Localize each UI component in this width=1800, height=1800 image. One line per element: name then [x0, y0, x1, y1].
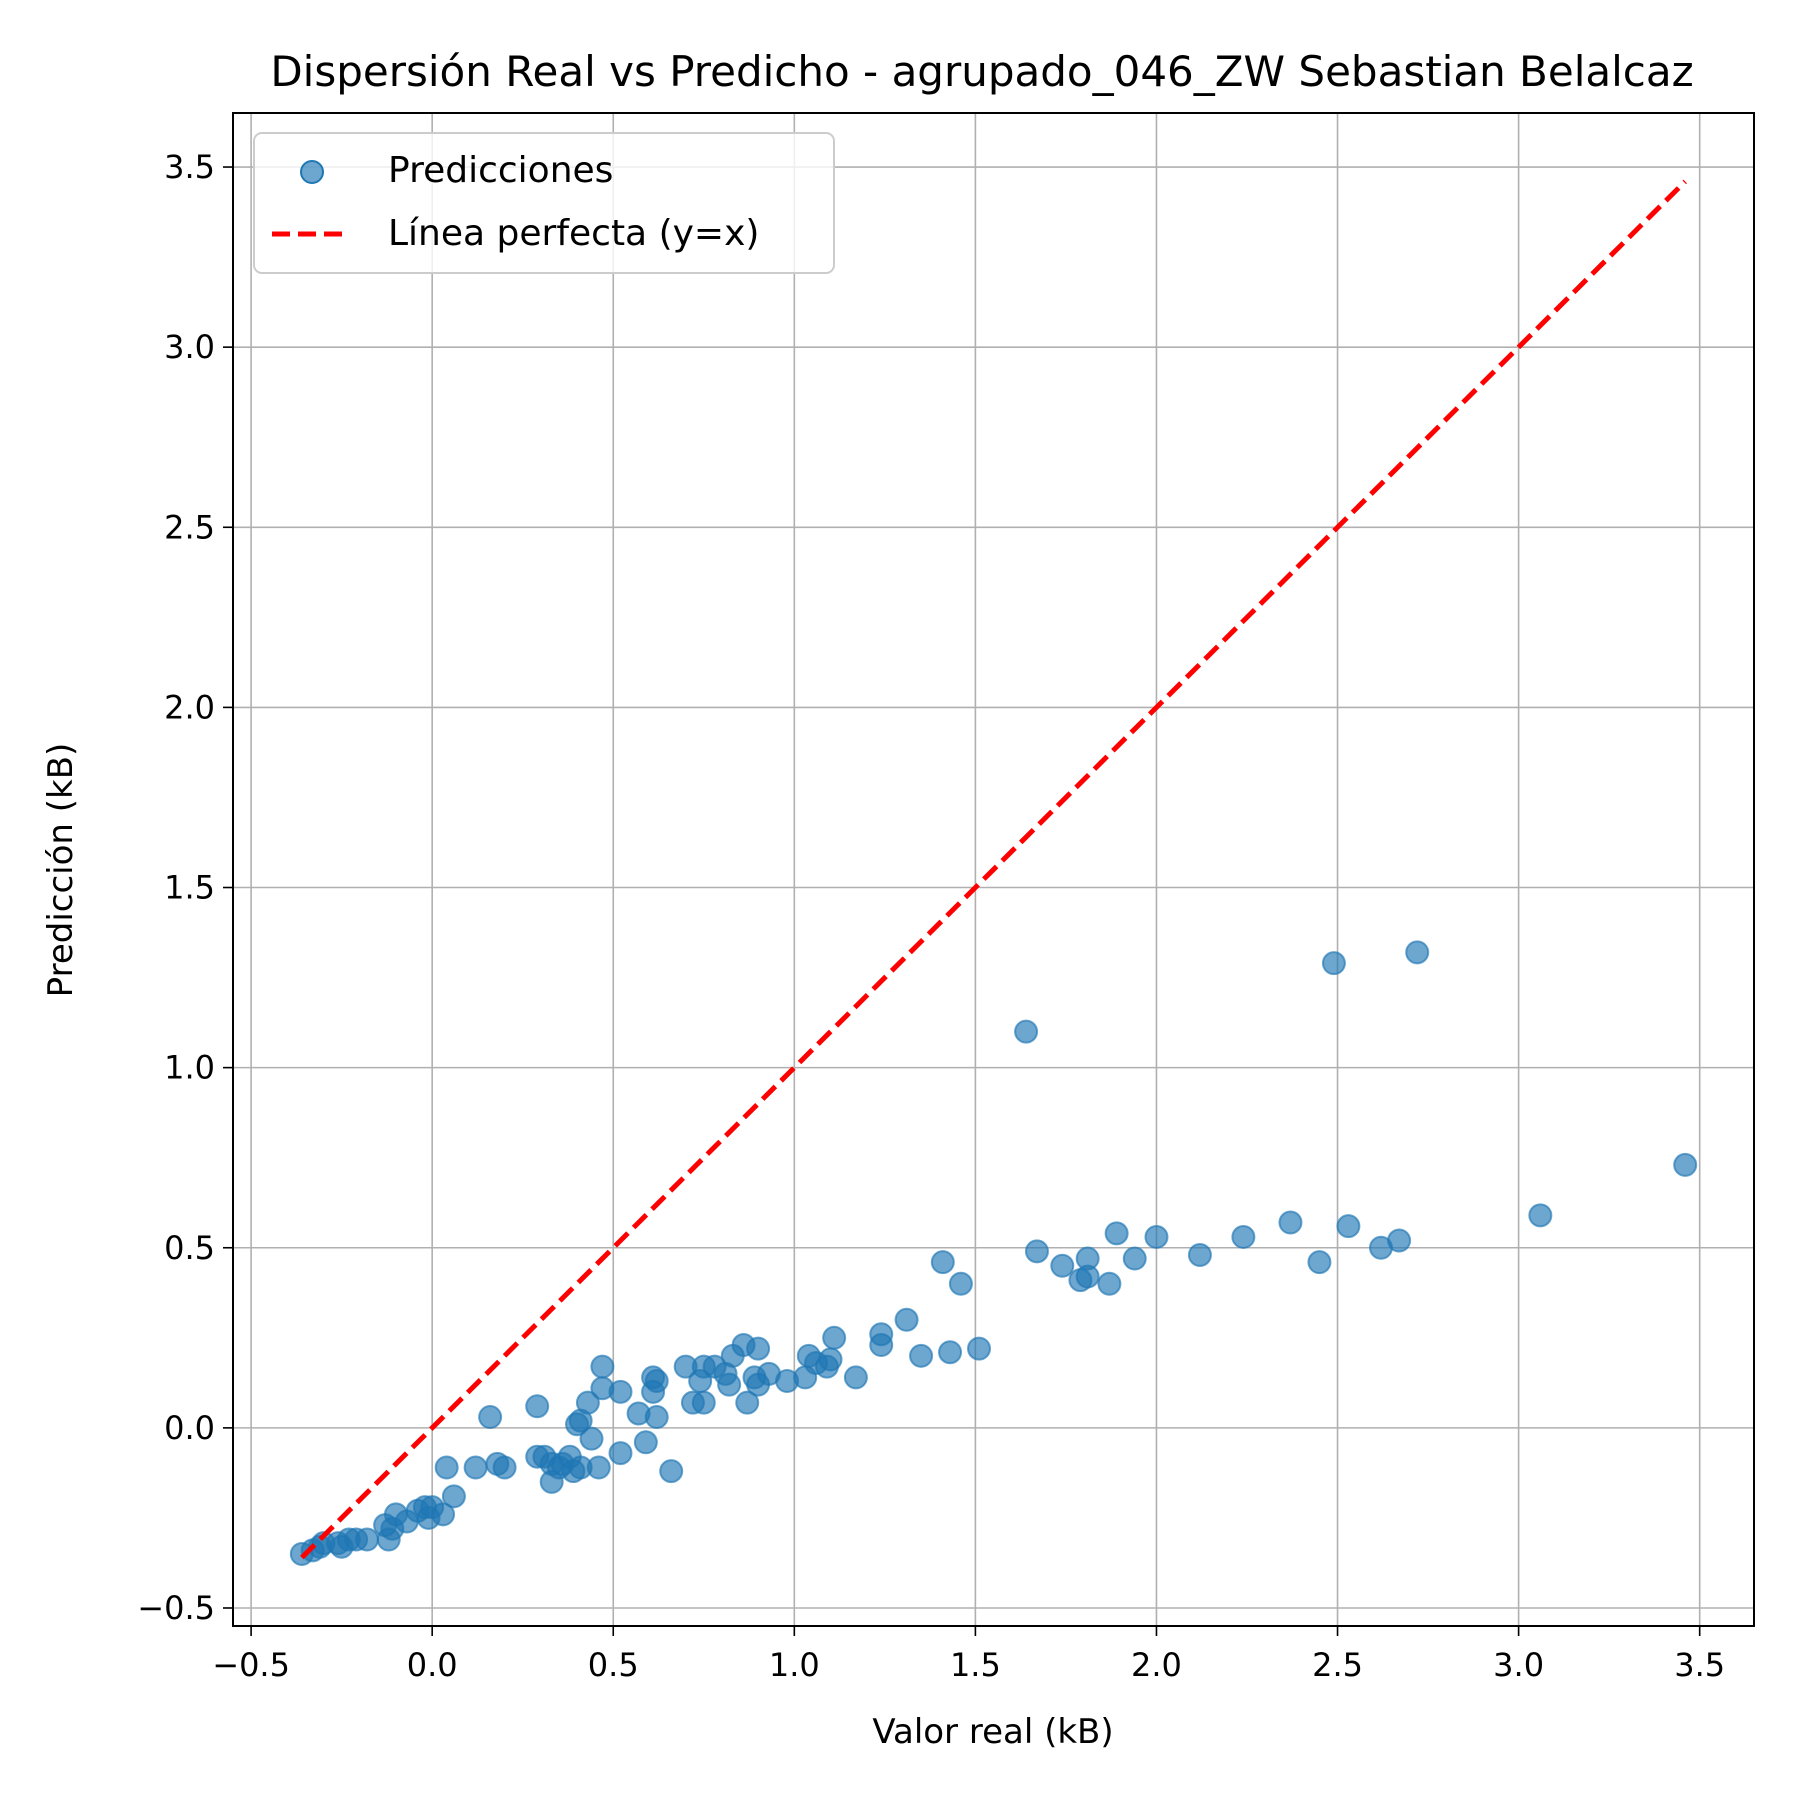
scatter-point: [1231, 1224, 1256, 1249]
scatter-point: [1278, 1210, 1303, 1235]
scatter-point: [818, 1347, 843, 1372]
y-tick-label: 3.0: [164, 328, 215, 366]
scatter-point: [1528, 1203, 1553, 1228]
scatter-point: [822, 1325, 847, 1350]
scatter-point: [1014, 1019, 1039, 1044]
scatter-point: [1187, 1242, 1212, 1267]
perfect-prediction-line: [300, 179, 1687, 1560]
x-tick-label: 3.5: [1674, 1646, 1725, 1684]
scatter-point: [463, 1455, 488, 1480]
plot-layer: [289, 179, 1698, 1566]
scatter-point: [938, 1340, 963, 1365]
scatter-point: [434, 1455, 459, 1480]
y-tick-label: −0.5: [137, 1589, 215, 1627]
y-axis-label: Predicción (kB): [41, 743, 81, 998]
y-tick-label: 0.0: [164, 1409, 215, 1447]
scatter-point: [608, 1379, 633, 1404]
y-tick-label: 3.5: [164, 148, 215, 186]
x-tick-label: 1.0: [769, 1646, 820, 1684]
legend-scatter-marker: [300, 160, 324, 184]
scatter-point: [590, 1354, 615, 1379]
scatter-point: [843, 1365, 868, 1390]
scatter-point: [644, 1369, 669, 1394]
scatter-point: [644, 1405, 669, 1430]
x-tick-label: 2.5: [1312, 1646, 1363, 1684]
scatter-point: [1122, 1246, 1147, 1271]
x-tick-label: 2.0: [1131, 1646, 1182, 1684]
scatter-point: [659, 1459, 684, 1484]
scatter-point: [1050, 1253, 1075, 1278]
scatter-point: [633, 1430, 658, 1455]
scatter-point: [1075, 1264, 1100, 1289]
scatter-point: [354, 1527, 379, 1552]
scatter-point: [1307, 1250, 1332, 1275]
y-tick-label: 0.5: [164, 1229, 215, 1267]
x-tick-label: 0.0: [407, 1646, 458, 1684]
scatter-point: [492, 1455, 517, 1480]
axes-frame: [232, 112, 1755, 1627]
scatter-point: [1024, 1239, 1049, 1264]
chart-title: Dispersión Real vs Predicho - agrupado_0…: [270, 47, 1693, 96]
scatter-point: [930, 1250, 955, 1275]
y-tick-label: 2.0: [164, 688, 215, 726]
scatter-point: [575, 1390, 600, 1415]
x-tick-label: −0.5: [212, 1646, 290, 1684]
scatter-point: [948, 1271, 973, 1296]
x-tick-label: 0.5: [588, 1646, 639, 1684]
scatter-point: [431, 1502, 456, 1527]
x-tick-label: 1.5: [950, 1646, 1001, 1684]
scatter-point: [1144, 1224, 1169, 1249]
legend-label-predicciones: Predicciones: [388, 150, 613, 191]
y-tick-label: 2.5: [164, 508, 215, 546]
scatter-point: [735, 1390, 760, 1415]
scatter-point: [717, 1372, 742, 1397]
ticks-layer: −0.5 0.0 0.5 1.0 1.5 2.0 2.5 3.0 3.5 −0.5 0.0 0.5 1.…: [137, 148, 1725, 1684]
scatter-point: [478, 1405, 503, 1430]
y-tick-label: 1.0: [164, 1049, 215, 1087]
scatter-point: [894, 1307, 919, 1332]
legend-label-linea-perfecta: Línea perfecta (y=x): [388, 213, 759, 254]
scatter-point: [691, 1390, 716, 1415]
scatter-point: [1097, 1271, 1122, 1296]
scatter-point: [1673, 1152, 1698, 1177]
scatter-point: [746, 1336, 771, 1361]
scatter-point: [1336, 1214, 1361, 1239]
legend-box: [253, 132, 835, 274]
scatter-point: [869, 1322, 894, 1347]
x-axis-label: Valor real (kB): [872, 1712, 1113, 1752]
legend: Predicciones Línea perfecta (y=x): [253, 132, 835, 274]
scatter-point: [608, 1441, 633, 1466]
scatter-point: [1104, 1221, 1129, 1246]
scatter-point: [441, 1484, 466, 1509]
scatter-point: [525, 1394, 550, 1419]
scatter-point: [909, 1343, 934, 1368]
scatter-point: [1321, 951, 1346, 976]
scatter-point: [967, 1336, 992, 1361]
scatter-point: [1387, 1228, 1412, 1253]
scatter-point: [1405, 940, 1430, 965]
scatter-point: [579, 1426, 604, 1451]
x-tick-label: 3.0: [1493, 1646, 1544, 1684]
scatter-point: [586, 1455, 611, 1480]
y-tick-label: 1.5: [164, 869, 215, 907]
